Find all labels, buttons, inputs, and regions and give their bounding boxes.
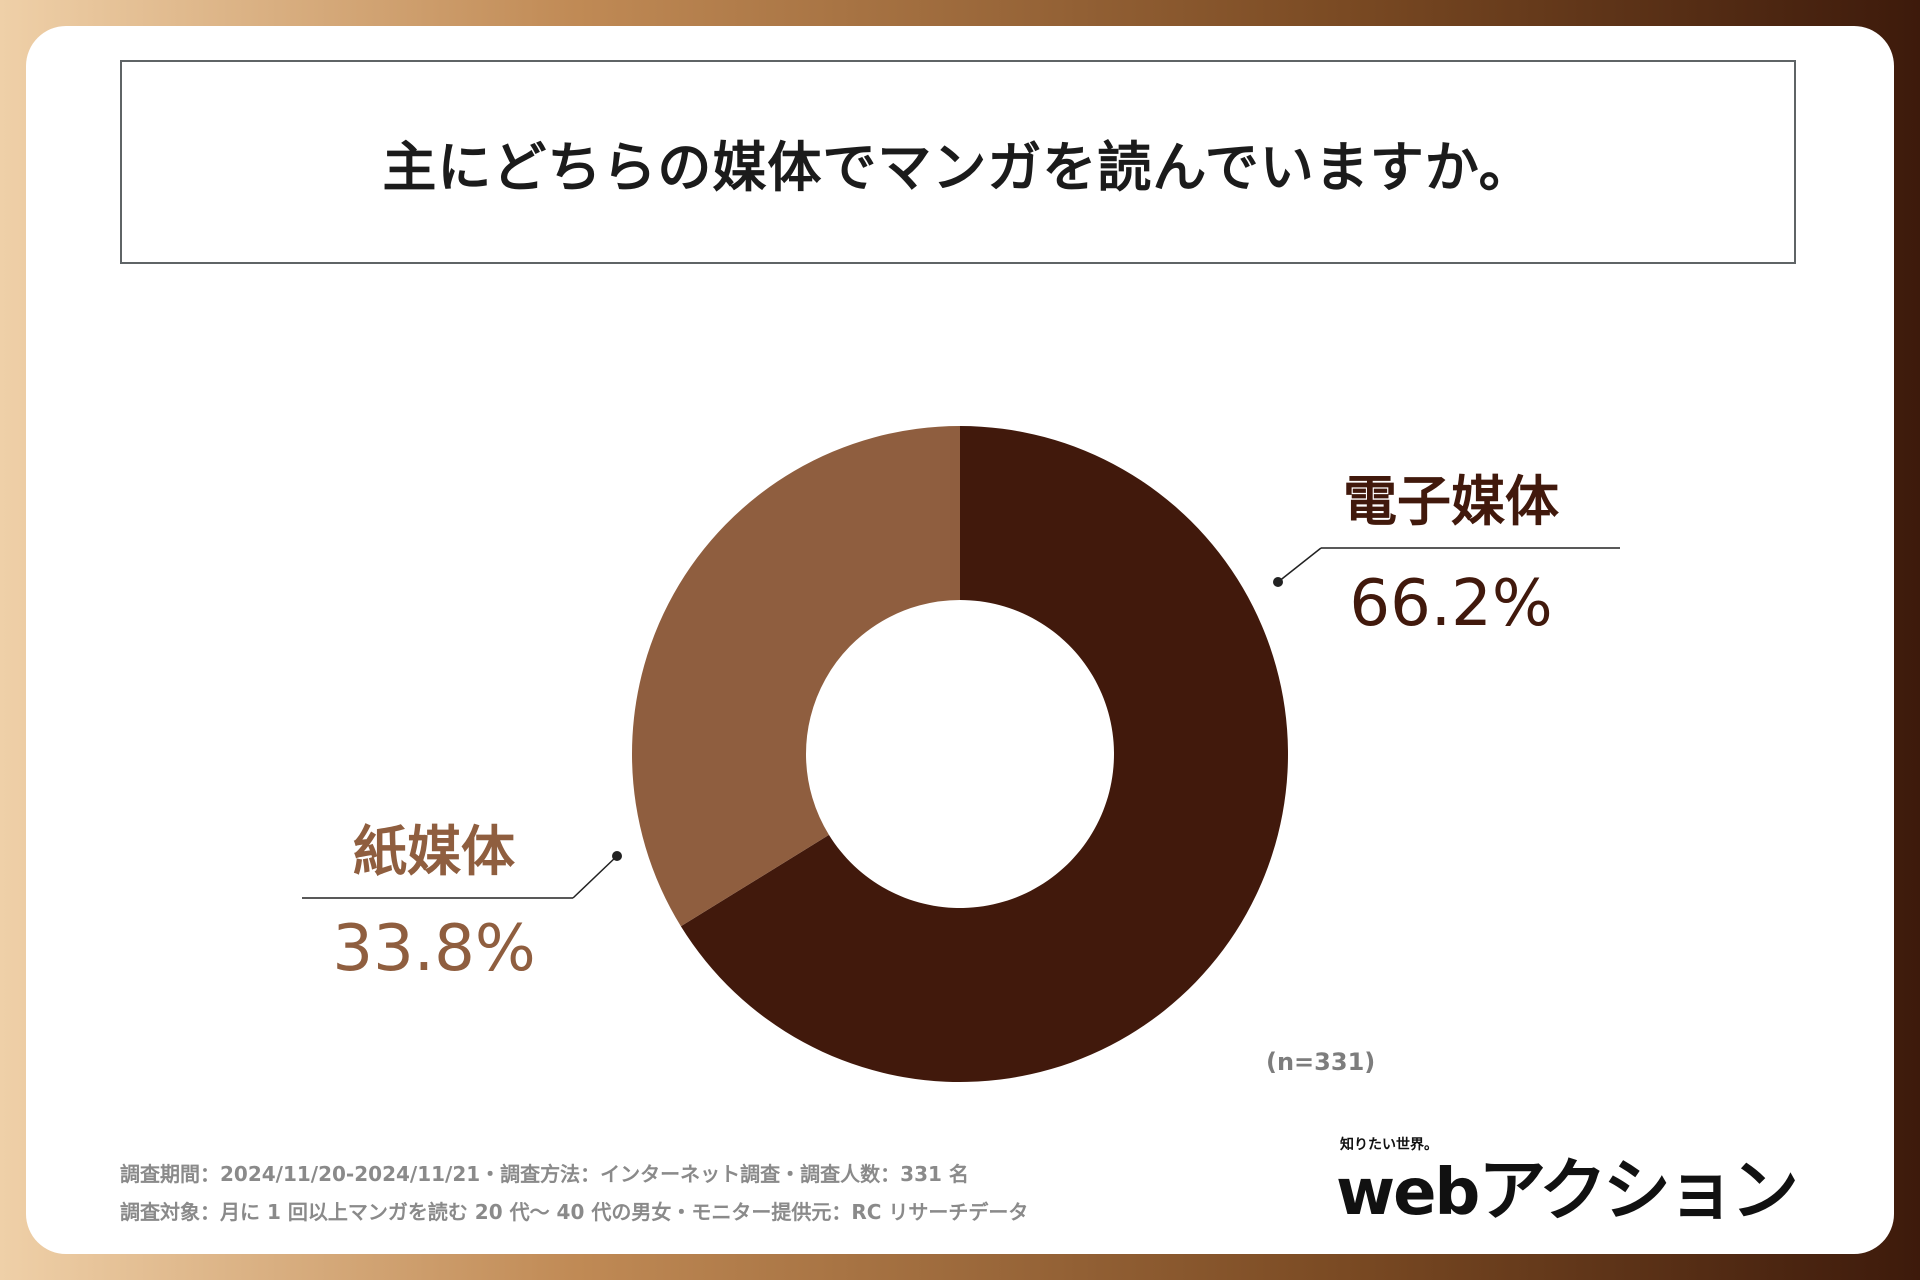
callout-line-1	[572, 855, 618, 899]
card: 主にどちらの媒体でマンガを読んでいますか。 電子媒体 66.2% 紙媒体 33.…	[26, 26, 1894, 1254]
donut-chart: 電子媒体 66.2% 紙媒体 33.8%	[302, 425, 1620, 1082]
logo-web: web	[1336, 1156, 1480, 1230]
slice-value-0: 66.2%	[1349, 567, 1552, 641]
slice-label-0: 電子媒体	[1343, 470, 1559, 533]
callout-line-0	[1277, 547, 1322, 583]
slice-label-1: 紙媒体	[353, 820, 515, 883]
donut-slice-1	[632, 425, 960, 927]
slices	[632, 425, 1289, 1082]
survey-note-target: 調査対象：月に 1 回以上マンガを読む 20 代～ 40 代の男女・モニター提供…	[120, 1200, 1029, 1224]
callout-dot-1	[612, 851, 622, 861]
web-action-logo: 知りたい世界。 webアクション	[1336, 1132, 1806, 1244]
title-box: 主にどちらの媒体でマンガを読んでいますか。	[120, 60, 1796, 264]
logo-kana: アクション	[1478, 1152, 1799, 1231]
survey-note-period: 調査期間：2024/11/20-2024/11/21・調査方法：インターネット調…	[120, 1162, 969, 1186]
logo-wordmark: webアクション	[1336, 1158, 1799, 1226]
chart-title: 主にどちらの媒体でマンガを読んでいますか。	[382, 135, 1534, 199]
callout-dot-0	[1273, 577, 1283, 587]
logo-tagline: 知りたい世界。	[1340, 1137, 1438, 1153]
callouts: 電子媒体 66.2% 紙媒体 33.8%	[302, 470, 1620, 986]
donut-slice-0	[680, 426, 1289, 1082]
slice-value-1: 33.8%	[332, 912, 535, 986]
sample-size: (n=331)	[1266, 1048, 1376, 1076]
